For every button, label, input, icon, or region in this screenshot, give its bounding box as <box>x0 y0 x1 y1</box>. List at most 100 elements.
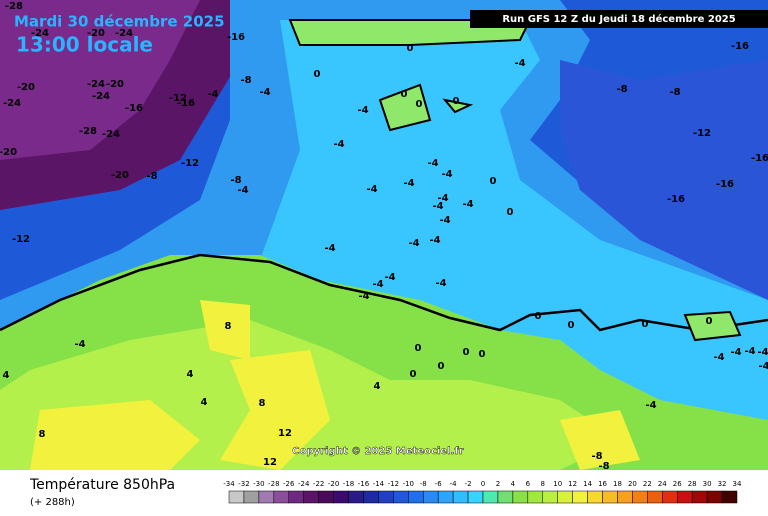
scale-cell <box>437 490 454 504</box>
contour-label: 4 <box>3 370 10 381</box>
contour-label: -4 <box>357 105 368 116</box>
scale-cell <box>288 490 304 504</box>
contour-label: -20 <box>17 82 35 93</box>
contour-label: -4 <box>429 235 440 246</box>
contour-label: 8 <box>39 429 46 440</box>
contour-label: -4 <box>437 193 448 204</box>
scale-label: -2 <box>465 480 472 488</box>
scale-label: 6 <box>526 480 531 488</box>
contour-label: -4 <box>237 185 248 196</box>
scale-cell <box>497 490 514 504</box>
scale-cell <box>542 490 558 504</box>
contour-label: -4 <box>259 87 270 98</box>
scale-label: -22 <box>313 480 324 488</box>
scale-label: -28 <box>268 480 279 488</box>
scale-cell <box>467 490 484 504</box>
contour-label: 4 <box>374 381 381 392</box>
scale-label: -26 <box>283 480 295 488</box>
contour-label: 12 <box>263 457 277 468</box>
contour-label: -24 <box>115 28 133 39</box>
contour-label: 0 <box>642 319 649 330</box>
contour-label: -16 <box>227 32 245 43</box>
copyright: Copyright © 2025 Meteociel.fr <box>292 446 463 457</box>
contour-label: -4 <box>744 346 755 357</box>
contour-label: 0 <box>507 207 514 218</box>
zero-region <box>288 19 742 342</box>
contour-label: -24 <box>87 79 105 90</box>
scale-label: -18 <box>343 480 354 488</box>
scale-cell <box>273 490 290 504</box>
scale-label: -4 <box>450 480 458 488</box>
contour-label: 0 <box>706 316 713 327</box>
scale-label: 4 <box>511 480 516 488</box>
scale-cell <box>706 490 723 504</box>
contour-label: 0 <box>401 89 408 100</box>
scale-label: 10 <box>553 480 562 488</box>
scale-cell <box>378 490 394 504</box>
contour-label: 0 <box>568 320 575 331</box>
scale-label: 0 <box>481 480 485 488</box>
scale-label: 22 <box>643 480 652 488</box>
contour-label: -4 <box>384 272 395 283</box>
contour-label: 12 <box>278 428 292 439</box>
contour-label: -8 <box>598 461 609 472</box>
scale-cell <box>572 490 588 504</box>
lead-time: (+ 288h) <box>30 497 75 508</box>
time-title: 13:00 locale <box>16 33 153 57</box>
contour-label: -4 <box>366 184 377 195</box>
scale-cell <box>363 490 379 504</box>
contour-label: -8 <box>669 87 680 98</box>
contour-label: 0 <box>407 43 414 54</box>
scale-cell <box>393 490 409 504</box>
zero-isotherm <box>0 253 768 332</box>
contour-label: -20 <box>87 28 105 39</box>
scale-label: 18 <box>613 480 622 488</box>
scale-cell <box>557 490 573 504</box>
contour-labels: -28-16-16-24 -20 -24-24 -20-20-24-24-16-12-… <box>0 1 768 472</box>
scale-label: -14 <box>373 480 385 488</box>
contour-label: -4 <box>441 169 452 180</box>
contour-label: -16 <box>667 194 685 205</box>
contour-label: -4 <box>514 58 525 69</box>
contour-label: 0 <box>490 176 497 187</box>
contour-label: -8 <box>616 84 627 95</box>
contour-label: -16 <box>177 98 195 109</box>
contour-label: -4 <box>207 89 218 100</box>
contour-label: 0 <box>453 96 460 107</box>
scale-cell <box>647 490 663 504</box>
contour-label: 0 <box>479 349 486 360</box>
contour-label: -4 <box>408 238 419 249</box>
contour-label: 4 <box>201 397 208 408</box>
scale-label: -32 <box>238 480 249 488</box>
scale-cell <box>527 490 544 504</box>
scale-cell <box>721 490 738 504</box>
run-info: Run GFS 12 Z du Jeudi 18 décembre 2025 <box>502 13 735 25</box>
contour-label: -4 <box>403 178 414 189</box>
contour-label: -12 <box>181 158 199 169</box>
scale-label: 26 <box>673 480 682 488</box>
scale-label: -10 <box>403 480 414 488</box>
color-scale: -34 -32 -30 -28 -26 -24 -22 -20 -18 -16 -14 -12 -10-… <box>223 480 742 504</box>
scale-cell <box>333 490 349 504</box>
scale-cell <box>303 490 319 504</box>
scale-label: -30 <box>253 480 264 488</box>
contour-label: -24 <box>92 91 110 102</box>
scale-label: 14 <box>583 480 592 488</box>
scale-cell <box>632 490 648 504</box>
scale-cell <box>662 490 678 504</box>
scale-cell <box>258 490 275 504</box>
scale-cell <box>452 490 469 504</box>
scale-label: 16 <box>598 480 607 488</box>
contour-label: -8 <box>230 175 241 186</box>
contour-label: -4 <box>435 278 446 289</box>
date-title: Mardi 30 décembre 2025 <box>14 13 225 31</box>
scale-label: 32 <box>718 480 727 488</box>
contour-label: -8 <box>146 171 157 182</box>
contour-label: -4 <box>372 279 383 290</box>
contour-label: 4 <box>187 369 194 380</box>
contour-label: 0 <box>535 311 542 322</box>
contour-label: -28 <box>79 126 97 137</box>
contour-label: -20 <box>111 170 129 181</box>
contour-label: -4 <box>713 352 724 363</box>
